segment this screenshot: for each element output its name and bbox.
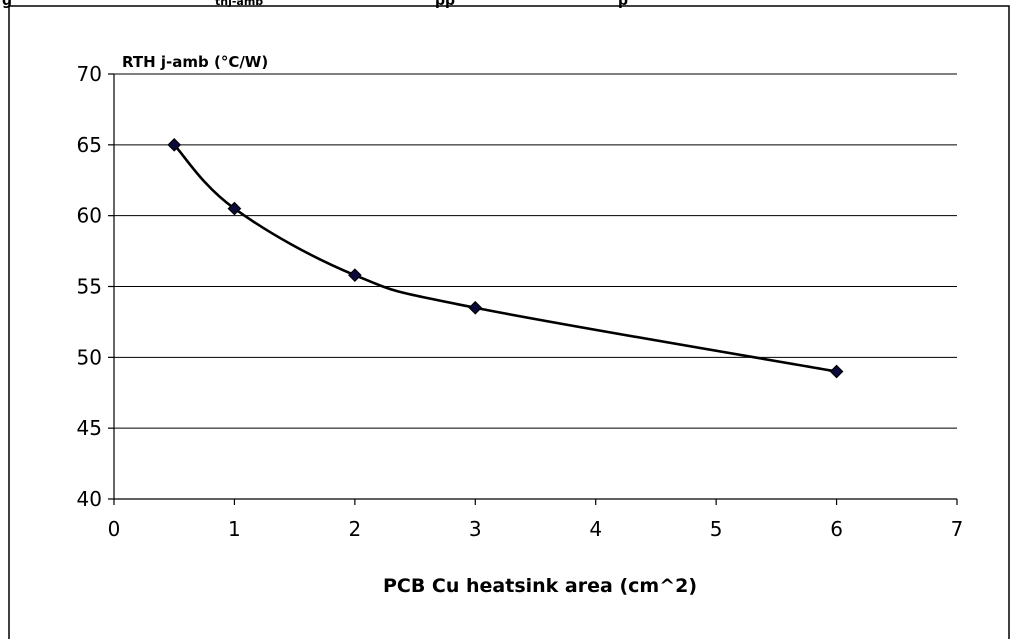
x-tick-label-6: 6	[830, 517, 843, 541]
y-axis-title: RTH j-amb (°C/W)	[122, 53, 268, 71]
caption-part-2: thj-amb	[215, 0, 263, 8]
caption-part-4: p	[618, 0, 628, 9]
x-axis-title: PCB Cu heatsink area (cm^2)	[383, 575, 697, 597]
caption-part-3: pp	[435, 0, 455, 9]
series	[167, 137, 844, 379]
y-tick-label-1: 45	[77, 416, 102, 440]
y-tick-label-4: 60	[77, 204, 102, 228]
caption-part-1: g	[2, 0, 12, 9]
y-tick-label-2: 50	[77, 345, 102, 369]
x-tick-label-2: 2	[348, 517, 361, 541]
y-tick-label-6: 70	[77, 62, 102, 86]
chart-frame	[8, 5, 1010, 639]
data-point-3	[468, 300, 483, 315]
x-tick-label-3: 3	[469, 517, 482, 541]
x-tick-label-5: 5	[710, 517, 723, 541]
data-point-1	[227, 201, 242, 216]
y-tick-label-5: 65	[77, 133, 102, 157]
data-point-4	[829, 364, 844, 379]
data-point-0	[167, 137, 182, 152]
y-tick-label-3: 55	[77, 275, 102, 299]
x-tick-label-1: 1	[228, 517, 241, 541]
x-tick-label-7: 7	[951, 517, 964, 541]
y-tick-label-0: 40	[77, 487, 102, 511]
series-line-0	[172, 143, 838, 373]
grid-lines	[114, 73, 957, 429]
x-tick-label-0: 0	[108, 517, 121, 541]
top-caption: g thj-amb pp p	[2, 0, 628, 9]
x-tick-label-4: 4	[589, 517, 602, 541]
data-point-2	[348, 268, 362, 283]
